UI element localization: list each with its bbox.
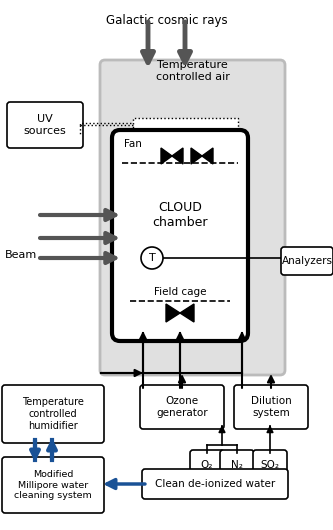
Polygon shape <box>191 148 202 164</box>
FancyBboxPatch shape <box>140 385 224 429</box>
Text: Temperature
controlled
humidifier: Temperature controlled humidifier <box>22 398 84 430</box>
Circle shape <box>141 247 163 269</box>
FancyBboxPatch shape <box>7 102 83 148</box>
Text: Modified
Millipore water
cleaning system: Modified Millipore water cleaning system <box>14 470 92 500</box>
Bar <box>133 118 238 150</box>
Text: Temperature
controlled air: Temperature controlled air <box>156 60 229 82</box>
FancyBboxPatch shape <box>112 130 248 341</box>
FancyBboxPatch shape <box>142 469 288 499</box>
Text: Galactic cosmic rays: Galactic cosmic rays <box>106 14 228 27</box>
FancyBboxPatch shape <box>253 450 287 480</box>
Text: Ozone
generator: Ozone generator <box>156 396 208 418</box>
Text: Beam: Beam <box>5 250 37 260</box>
Text: Clean de-ionized water: Clean de-ionized water <box>155 479 275 489</box>
Text: N₂: N₂ <box>231 460 243 470</box>
Text: Field cage: Field cage <box>154 287 206 297</box>
Text: Analyzers: Analyzers <box>281 256 332 266</box>
Text: Fan: Fan <box>124 139 142 149</box>
FancyBboxPatch shape <box>220 450 254 480</box>
FancyBboxPatch shape <box>100 60 285 375</box>
Text: SO₂: SO₂ <box>260 460 279 470</box>
Polygon shape <box>166 304 180 322</box>
Polygon shape <box>161 148 172 164</box>
Polygon shape <box>180 304 194 322</box>
Polygon shape <box>202 148 213 164</box>
Text: O₂: O₂ <box>201 460 213 470</box>
FancyBboxPatch shape <box>190 450 224 480</box>
Text: Dilution
system: Dilution system <box>251 396 291 418</box>
Text: UV
sources: UV sources <box>24 114 66 136</box>
Text: T: T <box>149 253 156 263</box>
FancyBboxPatch shape <box>2 457 104 513</box>
Text: CLOUD
chamber: CLOUD chamber <box>152 201 208 229</box>
FancyBboxPatch shape <box>281 247 333 275</box>
FancyBboxPatch shape <box>234 385 308 429</box>
FancyBboxPatch shape <box>2 385 104 443</box>
Polygon shape <box>172 148 183 164</box>
